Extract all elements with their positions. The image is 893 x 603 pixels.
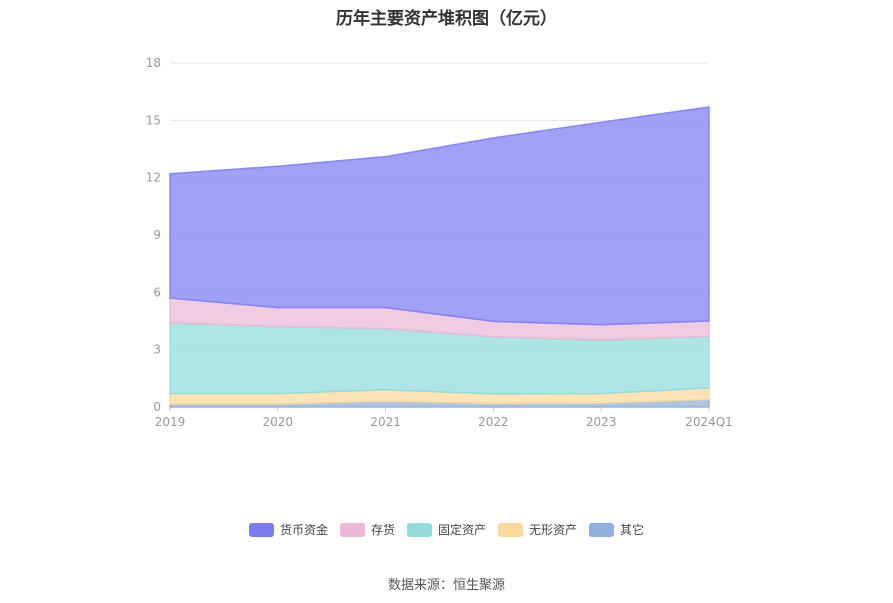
legend-label: 无形资产 [529, 523, 578, 537]
chart-title: 历年主要资产堆积图（亿元） [336, 9, 557, 29]
x-tick-label: 2020 [263, 415, 294, 429]
legend-label: 固定资产 [437, 523, 486, 537]
legend-item-fixed-assets[interactable]: 固定资产 [406, 521, 486, 538]
x-tick-label: 2024Q1 [685, 415, 733, 429]
x-tick-label: 2021 [370, 415, 401, 429]
legend-swatch [406, 522, 432, 537]
y-tick-label: 0 [153, 400, 161, 414]
x-tick-label: 2023 [586, 415, 617, 429]
legend-label: 货币资金 [279, 523, 328, 537]
legend-swatch [248, 522, 274, 537]
y-tick-label: 3 [153, 343, 161, 357]
legend-item-inventory[interactable]: 存货 [339, 521, 395, 538]
legend-item-other[interactable]: 其它 [589, 521, 644, 538]
x-tick-label: 2022 [478, 415, 509, 429]
legend-swatch [498, 522, 523, 537]
legend-item-cash[interactable]: 货币资金 [248, 521, 328, 538]
y-tick-label: 15 [146, 113, 161, 127]
legend-item-intangible-assets[interactable]: 无形资产 [498, 521, 577, 538]
area-series[interactable] [169, 106, 710, 326]
y-tick-label: 12 [146, 171, 161, 185]
source-note: 数据来源：恒生聚源 [387, 578, 505, 593]
x-tick-label: 2019 [155, 415, 186, 429]
legend-swatch [339, 522, 365, 537]
y-tick-label: 18 [146, 56, 161, 70]
legend-label: 存货 [370, 523, 395, 537]
legend-swatch [589, 522, 615, 537]
legend: 货币资金 存货 固定资产 无形资产 其它 [0, 521, 893, 538]
legend-label: 其它 [620, 523, 645, 537]
y-tick-label: 9 [153, 228, 161, 242]
y-tick-label: 6 [153, 285, 161, 299]
